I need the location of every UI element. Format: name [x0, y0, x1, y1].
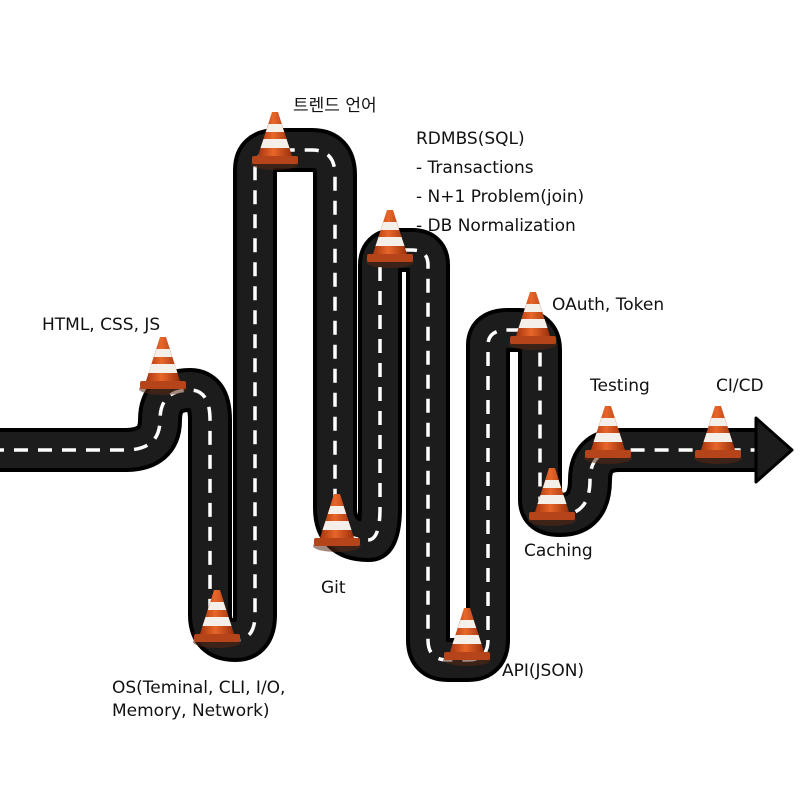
milestone-text: - Transactions: [416, 157, 534, 178]
milestone-text: Caching: [524, 541, 593, 561]
milestone-text: - DB Normalization: [416, 215, 576, 236]
milestone-text: - N+1 Problem(join): [416, 186, 585, 207]
milestone-text: OS(Teminal, CLI, I/O,: [112, 678, 286, 698]
milestone-label-os: OS(Teminal, CLI, I/O, Memory, Network): [112, 677, 285, 723]
road-surface: [0, 132, 760, 678]
milestone-text: CI/CD: [716, 376, 764, 396]
milestone-text: 트렌드 언어: [293, 96, 377, 116]
milestone-label-trend: 트렌드 언어: [293, 95, 377, 118]
milestone-text: Memory, Network): [112, 700, 270, 721]
milestone-label-git: Git: [321, 577, 346, 600]
milestone-text: OAuth, Token: [552, 295, 665, 315]
milestone-label-html: HTML, CSS, JS: [42, 314, 160, 337]
milestone-text: Testing: [590, 376, 650, 396]
milestone-label-oauth: OAuth, Token: [552, 294, 664, 317]
milestone-text: RDMBS(SQL): [416, 129, 525, 149]
milestone-text: Git: [321, 578, 346, 598]
milestone-label-caching: Caching: [524, 540, 593, 563]
milestone-label-cicd: CI/CD: [716, 375, 764, 398]
milestone-label-testing: Testing: [590, 375, 650, 398]
arrow-head-icon: [754, 416, 794, 484]
milestone-text: HTML, CSS, JS: [42, 315, 161, 335]
milestone-label-api: API(JSON): [502, 660, 584, 683]
milestone-label-rdbms: RDMBS(SQL) - Transactions - N+1 Problem(…: [416, 125, 584, 241]
milestone-text: API(JSON): [502, 661, 585, 681]
traffic-cone-icon: [139, 337, 187, 395]
